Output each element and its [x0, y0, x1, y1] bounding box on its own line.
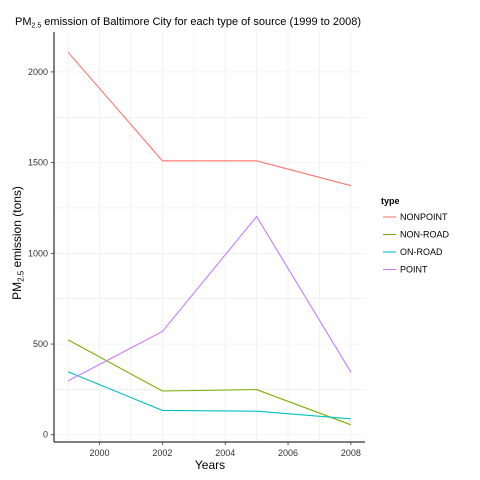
legend-title: type [381, 196, 400, 206]
y-tick-labels: 0 500 1000 1500 2000 [28, 67, 54, 440]
legend-label-point: POINT [400, 265, 428, 275]
y-tick-label: 2000 [28, 67, 48, 77]
legend-label-on-road: ON-ROAD [400, 247, 443, 257]
x-tick-label: 2008 [341, 448, 361, 458]
x-tick-label: 2004 [215, 448, 235, 458]
series-line-point [67, 215, 352, 382]
x-axis-title: Years [195, 458, 225, 472]
series-line-on-road [67, 371, 351, 420]
y-axis-title: PM2.5 emission (tons) [10, 186, 26, 300]
axes [53, 32, 365, 443]
y-tick-label: 0 [43, 430, 48, 440]
series-line-nonpoint [67, 51, 352, 187]
x-tick-label: 2006 [278, 448, 298, 458]
y-tick-label: 1500 [28, 158, 48, 168]
gridlines [54, 32, 365, 442]
legend-label-nonpoint: NONPOINT [400, 212, 448, 222]
chart-title: PM2.5 emission of Baltimore City for eac… [15, 16, 361, 30]
series-lines [67, 51, 352, 426]
y-tick-label: 1000 [28, 248, 48, 258]
y-tick-label: 500 [33, 339, 48, 349]
x-tick-label: 2002 [152, 448, 172, 458]
legend: type NONPOINT NON-ROAD ON-ROAD POINT [381, 196, 449, 275]
series-line-non-road [67, 339, 352, 426]
x-tick-label: 2000 [90, 448, 110, 458]
legend-label-non-road: NON-ROAD [400, 230, 449, 240]
x-tick-labels: 2000 2002 2004 2006 2008 [90, 442, 361, 458]
